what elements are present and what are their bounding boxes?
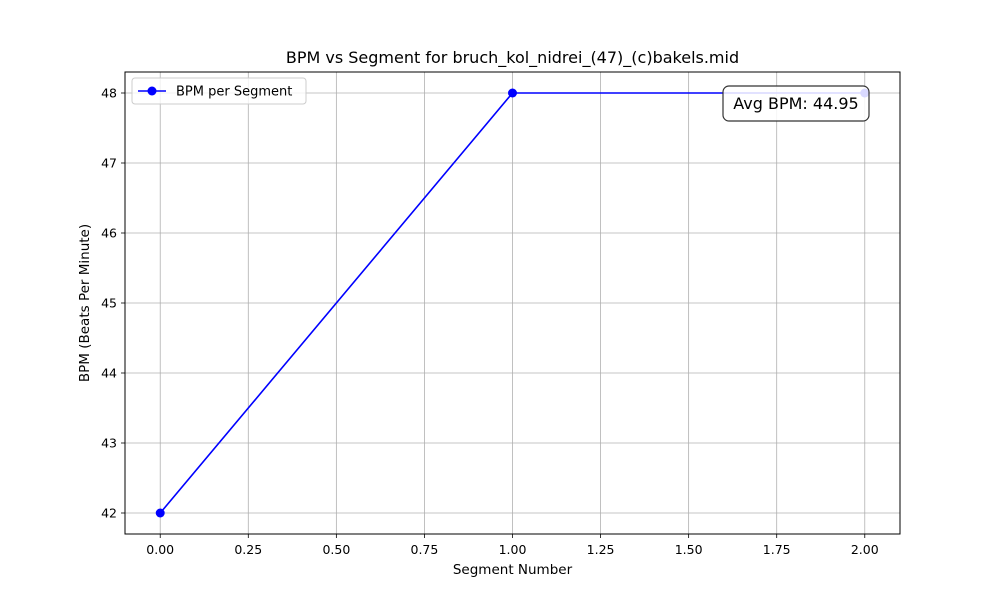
y-tick-label: 47	[101, 156, 117, 171]
y-tick-label: 44	[101, 366, 117, 381]
y-tick-label: 43	[101, 436, 117, 451]
avg-bpm-annotation: Avg BPM: 44.95	[722, 85, 870, 122]
annotation-text: Avg BPM: 44.95	[733, 94, 858, 113]
x-tick-label: 1.00	[499, 542, 527, 557]
x-tick-label: 2.00	[851, 542, 879, 557]
x-tick-label: 1.75	[763, 542, 791, 557]
legend-label: BPM per Segment	[176, 85, 292, 100]
x-tick-label: 1.25	[587, 542, 615, 557]
x-tick-label: 0.25	[234, 542, 262, 557]
annotation-box	[722, 85, 870, 122]
legend-box	[131, 77, 307, 105]
legend: BPM per Segment	[131, 77, 307, 105]
x-axis-label: Segment Number	[453, 562, 573, 578]
legend-marker-swatch	[147, 86, 157, 96]
data-point	[155, 508, 165, 518]
x-tick-label: 1.50	[675, 542, 703, 557]
y-tick-label: 42	[101, 506, 117, 521]
y-tick-label: 48	[101, 86, 117, 101]
x-tick-label: 0.75	[411, 542, 439, 557]
x-tick-label: 0.00	[146, 542, 174, 557]
data-point	[508, 88, 517, 98]
axis-ticks: 0.00 0.25 0.50 0.75 1.00 1.25 1.50 1.75 2.00 42 43…	[101, 86, 879, 558]
chart-title: BPM vs Segment for bruch_kol_nidrei_(47)…	[286, 48, 739, 68]
y-tick-label: 46	[101, 226, 117, 241]
x-tick-label: 0.50	[322, 542, 350, 557]
y-tick-label: 45	[101, 296, 117, 311]
y-axis-label: BPM (Beats Per Minute)	[77, 224, 93, 382]
